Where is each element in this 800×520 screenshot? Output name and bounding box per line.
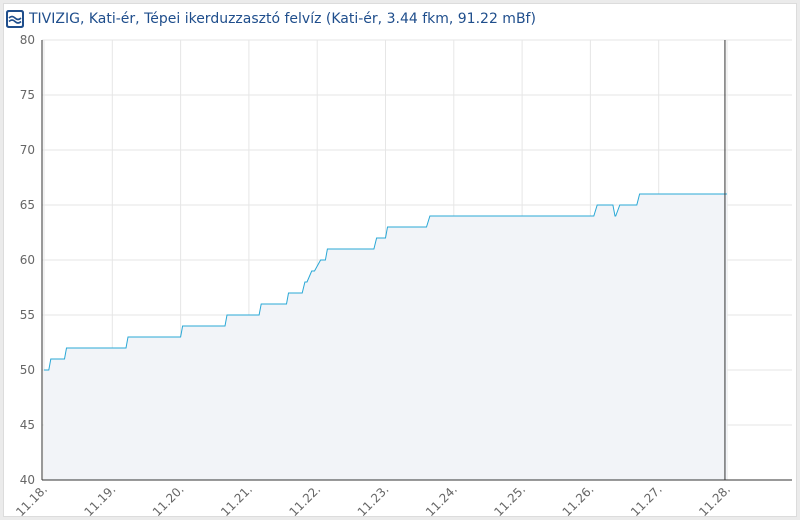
series-line	[44, 193, 727, 371]
y-tick-label: 55	[20, 308, 35, 322]
y-tick-label: 80	[20, 33, 35, 47]
series-area-fill	[44, 194, 727, 480]
x-tick-label: 11.27.	[628, 482, 665, 519]
tivizig-logo-icon	[6, 10, 24, 28]
chart-header: TIVIZIG, Kati-ér, Tépei ikerduzzasztó fe…	[6, 8, 536, 30]
y-axis-ticks: 40 45 50 55 60 65 70 75 80	[20, 33, 35, 487]
y-tick-label: 65	[20, 198, 35, 212]
x-tick-label: 11.24.	[423, 482, 460, 519]
x-tick-label: 11.22.	[286, 482, 323, 519]
x-axis-ticks: 11.18. 11.19. 11.20. 11.21. 11.22. 11.23. 11.2…	[13, 482, 733, 519]
y-tick-label: 50	[20, 363, 35, 377]
x-tick-label: 11.18.	[13, 482, 50, 519]
y-tick-label: 70	[20, 143, 35, 157]
x-tick-label: 11.28.	[696, 482, 733, 519]
x-tick-label: 11.23.	[355, 482, 392, 519]
chart-title: TIVIZIG, Kati-ér, Tépei ikerduzzasztó fe…	[29, 11, 536, 27]
y-tick-label: 45	[20, 418, 35, 432]
y-tick-label: 75	[20, 88, 35, 102]
x-tick-label: 11.20.	[150, 482, 187, 519]
x-tick-label: 11.19.	[82, 482, 119, 519]
x-tick-label: 11.26.	[560, 482, 597, 519]
x-tick-label: 11.21.	[218, 482, 255, 519]
y-tick-label: 60	[20, 253, 35, 267]
x-tick-label: 11.25.	[491, 482, 528, 519]
y-tick-label: 40	[20, 473, 35, 487]
